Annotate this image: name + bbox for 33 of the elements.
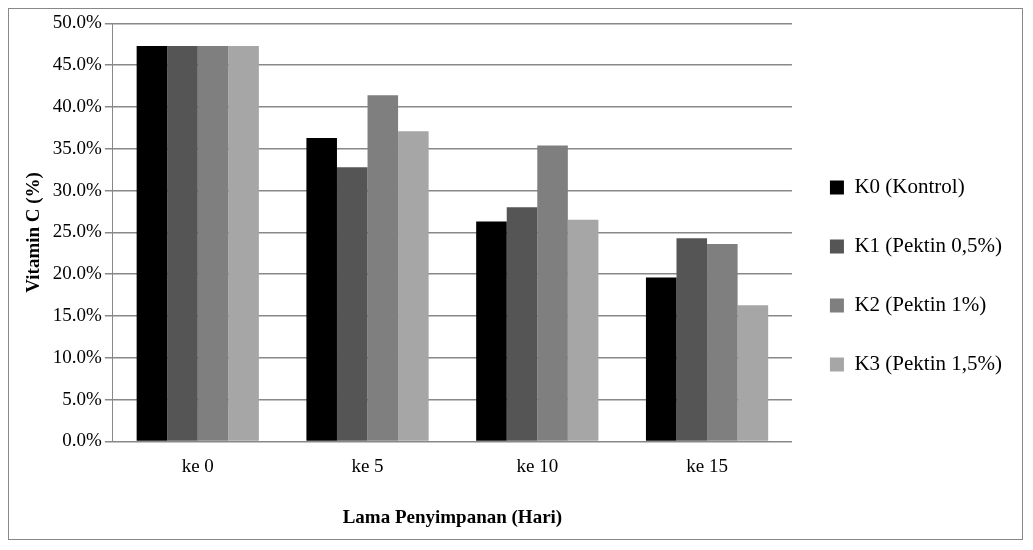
legend-label: K2 (Pektin 1%) [854,292,987,317]
x-tick-label: ke 0 [181,454,214,476]
legend-label: K3 (Pektin 1,5%) [854,351,1003,376]
y-tick-label: 35.0% [52,136,103,158]
x-tick-label: ke 5 [351,454,384,476]
y-tick-label: 20.0% [52,262,103,284]
y-tick-label: 50.0% [52,11,103,33]
x-tick-label: ke 10 [516,454,559,476]
bar [228,45,259,441]
bar [645,277,677,441]
y-tick-label: 25.0% [52,220,103,242]
bar [398,131,429,441]
y-tick-label: 40.0% [52,94,103,116]
x-tick-label: ke 15 [686,454,728,476]
x-axis-title: Lama Penyimpanan (Hari) [342,505,563,528]
y-tick-label: 30.0% [52,178,103,200]
bar [506,207,538,441]
y-tick-label: 5.0% [62,387,103,409]
bar [567,219,599,441]
bar [676,238,708,441]
bar [737,305,769,441]
bar [476,221,507,441]
y-tick-label: 45.0% [52,53,103,75]
bar [167,45,198,441]
bar [306,137,337,441]
legend-label: K0 (Kontrol) [854,174,965,199]
y-tick-label: 10.0% [52,345,103,367]
legend-label: K1 (Pektin 0,5%) [854,233,1003,258]
y-axis-title: Vitamin C (%) [22,172,45,293]
bar [136,45,168,441]
bar [336,167,368,441]
y-tick-label: 15.0% [52,303,103,325]
y-tick-label: 0.0% [62,429,103,451]
